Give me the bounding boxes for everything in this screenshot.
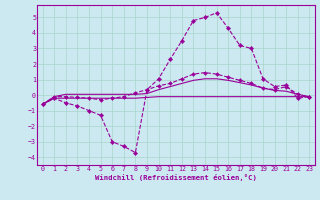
X-axis label: Windchill (Refroidissement éolien,°C): Windchill (Refroidissement éolien,°C) [95,174,257,181]
